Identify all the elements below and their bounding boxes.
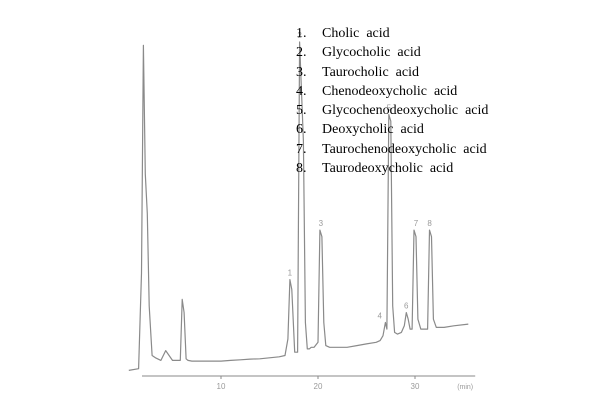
peak-label: 3 bbox=[319, 219, 324, 228]
legend-item-label: Cholic acid bbox=[322, 26, 390, 41]
legend-item-number: 4. bbox=[296, 83, 307, 99]
legend-item-number: 5. bbox=[296, 103, 307, 119]
legend-item-label: Chenodeoxycholic acid bbox=[322, 83, 458, 99]
legend-item-label: Taurochenodeoxycholic acid bbox=[322, 141, 487, 157]
x-tick-label: 10 bbox=[217, 382, 226, 391]
legend-item-label: Glycochenodeoxycholic acid bbox=[322, 103, 489, 119]
peak-label: 2 bbox=[297, 31, 302, 40]
legend-item: 6. Deoxycholic acid bbox=[296, 120, 488, 139]
peak-label: 6 bbox=[404, 302, 409, 311]
x-tick-label: 20 bbox=[314, 382, 323, 391]
peak-label: 4 bbox=[377, 312, 382, 321]
x-tick-label: 30 bbox=[411, 382, 420, 391]
legend-item-number: 2. bbox=[296, 45, 307, 61]
peak-label: 8 bbox=[427, 219, 432, 228]
peak-label: 5 bbox=[387, 104, 392, 113]
legend-item-label: Taurocholic acid bbox=[322, 64, 419, 80]
chromatogram-trace-group bbox=[128, 41, 469, 371]
x-axis-label: (min) bbox=[457, 384, 473, 391]
legend-item: 7. Taurochenodeoxycholic acid bbox=[296, 140, 488, 159]
legend-item-label: Deoxycholic acid bbox=[322, 122, 424, 138]
legend-item-label: Taurodeoxycholic acid bbox=[322, 161, 454, 177]
x-axis: 10 20 30 (min) bbox=[142, 375, 476, 391]
peak-label: 1 bbox=[288, 269, 293, 278]
legend-item-number: 1. bbox=[296, 26, 307, 41]
legend: 1. Cholic acid 2. Glycocholic acid 3. Tauroch… bbox=[296, 24, 488, 178]
legend-item-number: 7. bbox=[296, 141, 307, 157]
legend-item-label: Glycocholic acid bbox=[322, 45, 421, 61]
peak-label: 7 bbox=[414, 219, 419, 228]
peak-labels: 1 2 3 4 5 6 7 8 bbox=[288, 31, 433, 321]
legend-item: 2. Glycocholic acid bbox=[296, 43, 488, 62]
legend-item: 8. Taurodeoxycholic acid bbox=[296, 159, 488, 178]
legend-item-number: 6. bbox=[296, 122, 307, 138]
legend-item: 3. Taurocholic acid bbox=[296, 63, 488, 82]
legend-item: 4. Chenodeoxycholic acid bbox=[296, 82, 488, 101]
legend-item: 5. Glycochenodeoxycholic acid bbox=[296, 101, 488, 120]
legend-item-number: 8. bbox=[296, 161, 307, 177]
legend-item-number: 3. bbox=[296, 64, 307, 80]
legend-item: 1. Cholic acid bbox=[296, 24, 488, 43]
chromatogram-trace bbox=[128, 41, 469, 371]
